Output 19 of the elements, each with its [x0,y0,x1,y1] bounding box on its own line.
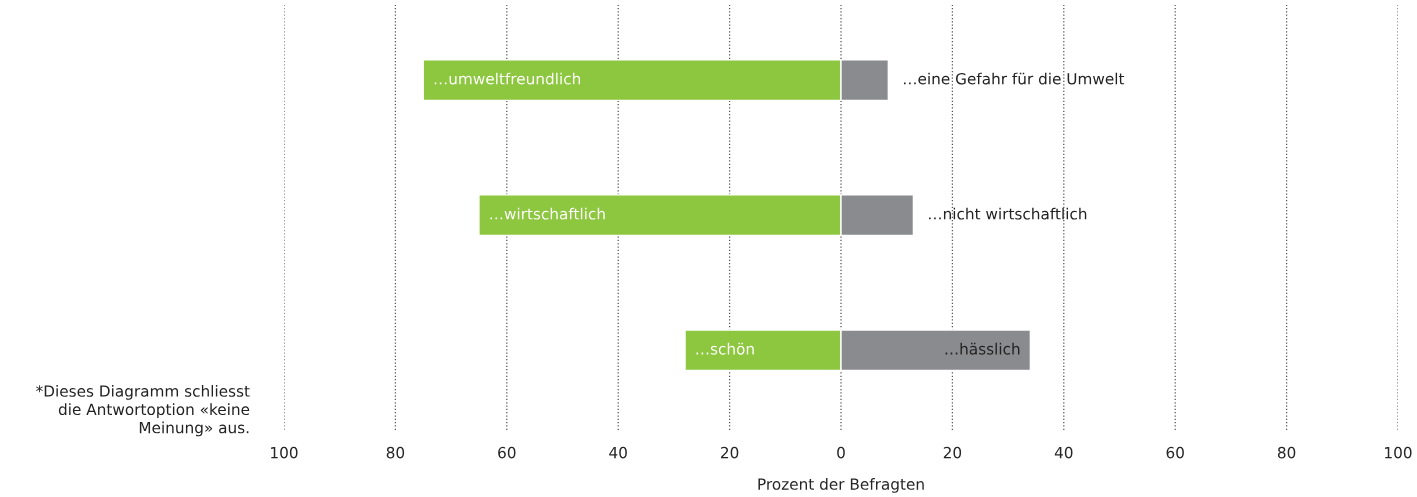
x-axis-title: Prozent der Befragten [758,478,924,493]
annotation: …nicht wirtschaftlich [929,207,1087,220]
x-tick-label: 100 [1385,446,1412,459]
x-tick-label: 100 [271,446,298,459]
x-tick-label: 0 [837,446,845,459]
y-tick-label: …wirtschaftlich [490,207,605,220]
x-tick-label: 40 [1054,446,1073,459]
y-tick-label: …schön [696,342,754,355]
annotation: …eine Gefahr für die Umwelt [904,72,1125,85]
x-tick-label: 80 [386,446,405,459]
x-tick-label: 20 [721,446,739,459]
annotation: …hässlich [945,342,1020,355]
x-tick-label: 40 [609,446,627,459]
text: *Dieses Diagramm schliesst die Antwortoption «keine Meinung» aus. [36,385,250,437]
x-tick-label: 80 [1277,446,1296,459]
y-tick-label: …umweltfreundlich [434,72,580,85]
x-tick-label: 20 [943,446,962,459]
x-tick-label: 60 [498,446,516,459]
x-tick-label: 60 [1166,446,1184,459]
